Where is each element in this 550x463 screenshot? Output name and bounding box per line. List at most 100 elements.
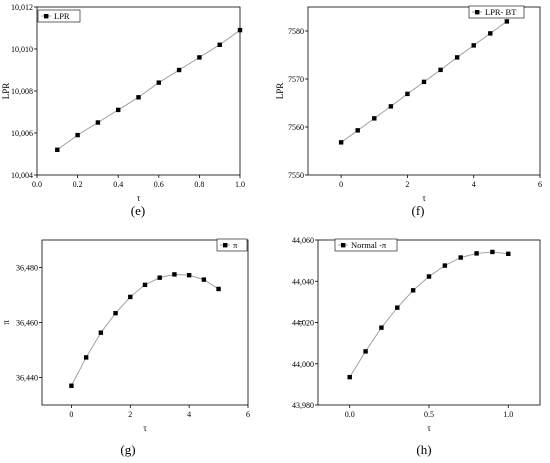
x-tick-label: 6 <box>538 180 542 189</box>
legend-label: LPR- BT <box>485 7 517 17</box>
legend-label: LPR <box>54 11 70 21</box>
x-axis-label: τ <box>427 423 431 433</box>
legend-box <box>216 238 248 252</box>
data-point <box>506 251 511 257</box>
x-tick-label: 2 <box>405 180 409 189</box>
data-point <box>372 116 377 121</box>
data-point <box>237 27 243 33</box>
y-axis-label: LPR <box>1 83 11 100</box>
data-point <box>395 305 400 310</box>
data-point <box>186 273 192 278</box>
data-point <box>113 310 118 316</box>
series-line <box>71 273 219 386</box>
x-tick-label: 0.8 <box>194 180 204 189</box>
x-tick-label: 1.0 <box>235 180 245 189</box>
y-tick-label: 10,004 <box>11 171 33 180</box>
x-tick-label: 0.0 <box>345 410 355 419</box>
data-point <box>363 349 368 354</box>
data-point <box>95 120 101 125</box>
plot-frame <box>317 239 541 406</box>
x-tick-label: 0.6 <box>154 180 164 189</box>
chart-panel-4: 0.0 0.5 1.0 43,980 44,000 44,020 44,040 44,060 τ… <box>292 236 541 457</box>
x-tick-label: 0.4 <box>113 180 123 189</box>
x-tick-label: 1.0 <box>503 410 513 419</box>
data-point <box>379 325 384 330</box>
plot-frame <box>36 6 241 176</box>
legend-marker <box>475 10 480 15</box>
y-tick-label: 7560 <box>288 123 304 132</box>
x-tick-label: 0 <box>69 410 73 419</box>
y-tick-label: 44,000 <box>292 360 314 369</box>
legend-box <box>37 9 81 23</box>
plot-frame <box>41 239 249 406</box>
y-tick-label: 10,008 <box>11 87 33 96</box>
x-tick-label: 6 <box>246 410 250 419</box>
y-tick-label: 44,020 <box>292 319 314 328</box>
panel-label: (g) <box>120 442 135 457</box>
data-point <box>438 67 443 73</box>
x-tick-label: 0.2 <box>73 180 83 189</box>
data-point <box>471 43 476 48</box>
x-axis-label: τ <box>422 193 426 203</box>
series-line <box>57 29 241 151</box>
data-point <box>136 95 141 100</box>
data-point <box>421 79 427 85</box>
y-tick-label: 43,980 <box>292 401 314 410</box>
data-point <box>338 140 344 145</box>
y-tick-label: 7550 <box>288 171 304 180</box>
y-tick-label: 44,060 <box>292 236 314 245</box>
y-axis-label: π <box>1 320 11 325</box>
legend-box <box>468 5 525 19</box>
data-point <box>156 80 161 85</box>
y-tick-label: 36,480 <box>16 264 38 273</box>
panel-label: (e) <box>131 203 145 218</box>
legend-marker <box>223 243 228 248</box>
series-line <box>349 251 509 378</box>
data-point <box>488 31 493 36</box>
chart-panel-3: 0 2 4 6 36,440 36,460 36,480 τ π π (g) <box>1 238 250 457</box>
data-point <box>490 249 495 255</box>
data-point <box>388 104 394 109</box>
data-point <box>83 355 89 360</box>
legend-label: Normal -π <box>351 240 387 250</box>
legend-label: π <box>233 240 238 250</box>
y-tick-label: 7570 <box>288 75 304 84</box>
data-point <box>217 42 222 47</box>
x-axis-label: τ <box>143 423 147 433</box>
legend-box <box>334 238 398 252</box>
y-tick-label: 36,440 <box>16 374 38 383</box>
y-axis-label: LPR <box>275 83 285 100</box>
data-point <box>98 330 104 335</box>
data-point <box>157 275 162 280</box>
y-axis-label: π <box>295 320 305 325</box>
x-tick-label: 0 <box>339 180 343 189</box>
data-point <box>201 277 207 282</box>
y-tick-label: 10,006 <box>11 129 33 138</box>
data-point <box>410 288 416 293</box>
y-tick-label: 36,460 <box>16 319 38 328</box>
data-point <box>172 272 177 277</box>
legend-marker <box>44 14 49 19</box>
x-axis-label: τ <box>137 193 141 203</box>
y-tick-label: 10,010 <box>11 45 33 54</box>
data-point <box>458 255 463 260</box>
data-point <box>347 374 352 380</box>
data-point <box>442 263 448 268</box>
legend-marker <box>341 243 346 248</box>
y-tick-label: 44,040 <box>292 277 314 286</box>
data-point <box>426 274 432 279</box>
data-point <box>55 147 60 152</box>
data-point <box>405 91 410 97</box>
data-point <box>75 132 80 138</box>
data-point <box>504 19 510 24</box>
x-tick-label: 4 <box>187 410 191 419</box>
x-tick-label: 0.0 <box>32 180 42 189</box>
chart-panel-1: 0.0 0.2 0.4 0.6 0.8 1.0 10,004 10,006 10,008 10,0… <box>1 3 245 218</box>
data-point <box>454 55 460 60</box>
data-point <box>197 55 202 60</box>
data-point <box>216 286 221 292</box>
data-point <box>474 251 479 256</box>
data-point <box>355 128 360 133</box>
y-tick-label: 10,012 <box>11 3 33 12</box>
